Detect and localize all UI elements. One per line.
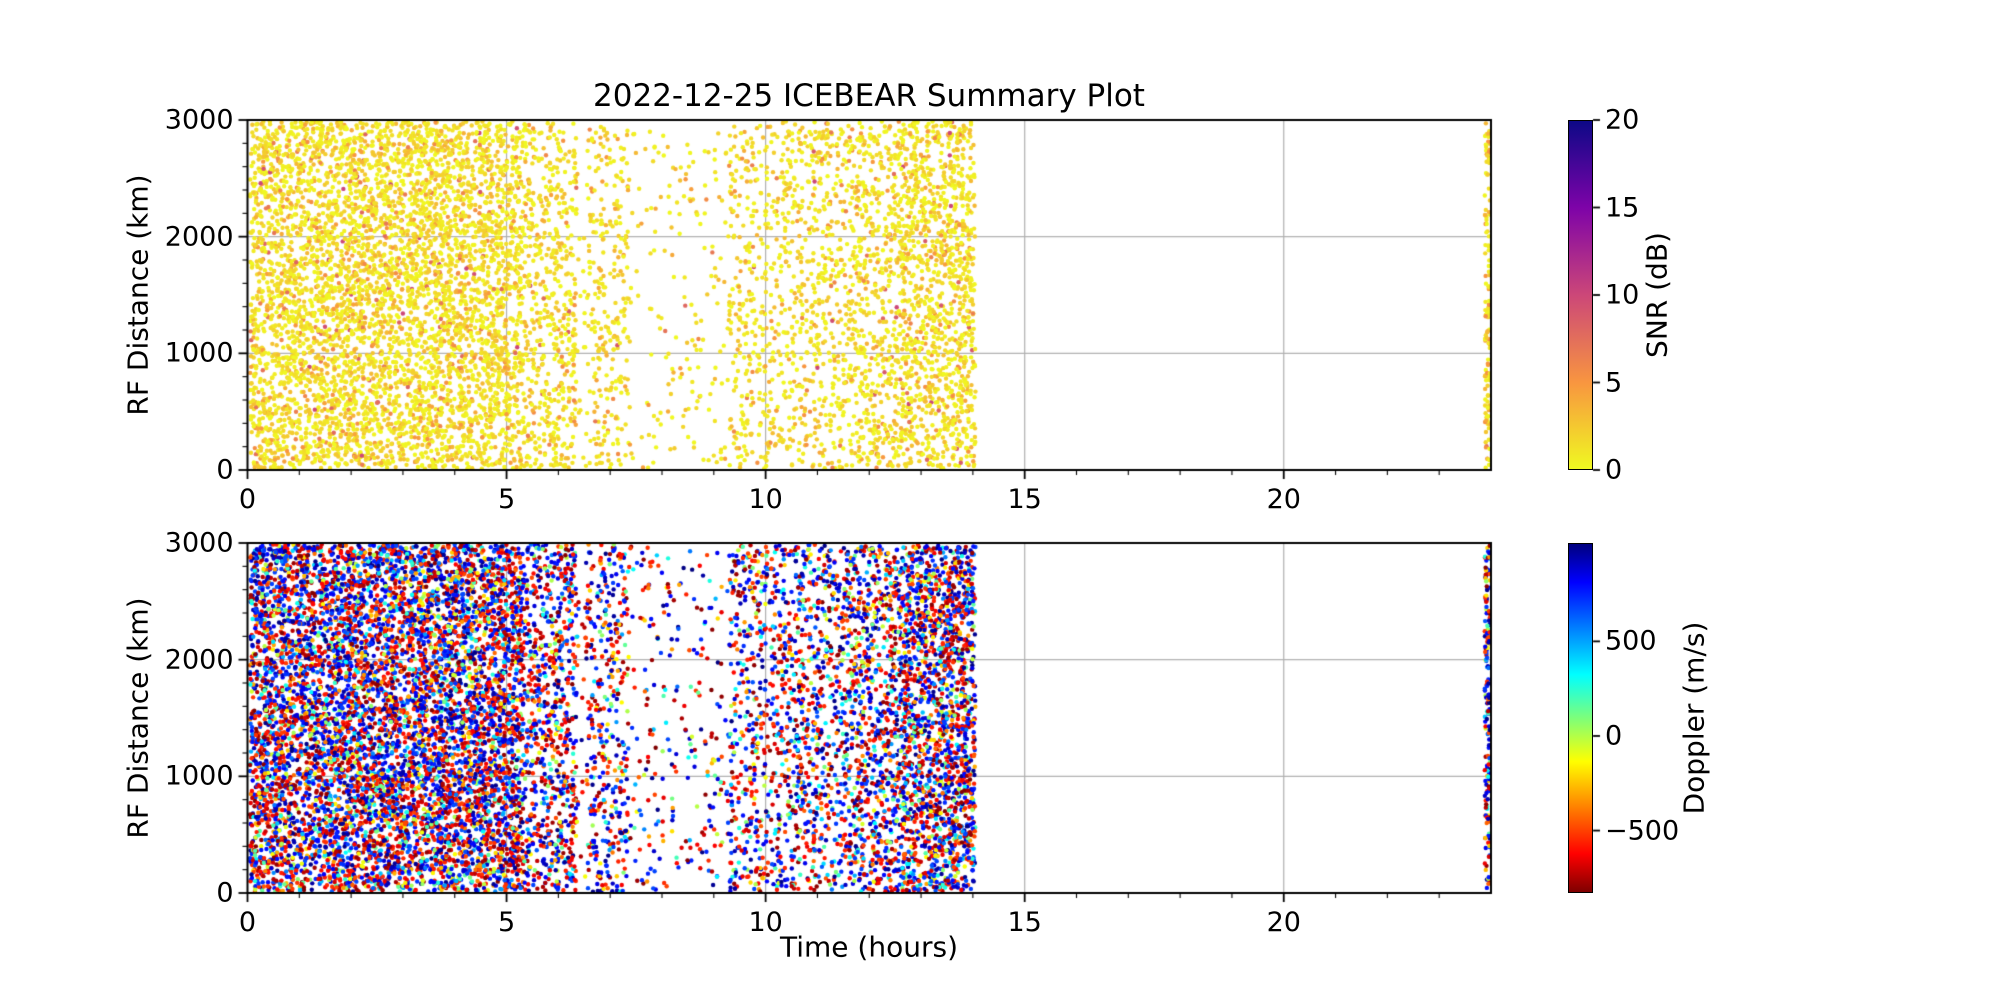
x-tick-label: 5 xyxy=(497,484,516,515)
x-tick-label: 15 xyxy=(1007,907,1042,938)
colorbar-tick-label: 0 xyxy=(1605,454,1623,486)
x-axis-label: Time (hours) xyxy=(780,930,958,964)
x-tick-label: 20 xyxy=(1266,907,1301,938)
colorbar-tick-label: −500 xyxy=(1605,815,1680,847)
x-tick-label: 0 xyxy=(238,484,257,515)
x-tick-label: 15 xyxy=(1007,484,1042,515)
snr-colorbar xyxy=(1568,120,1593,470)
x-tick-label: 5 xyxy=(497,907,516,938)
colorbar-tick-label: 500 xyxy=(1605,625,1657,657)
colorbar-tick-label: 0 xyxy=(1605,720,1623,752)
y-tick-label: 2000 xyxy=(164,644,234,676)
y-tick-label: 0 xyxy=(216,454,234,486)
y-tick-label: 1000 xyxy=(164,337,234,369)
y-axis-label-doppler-panel: RF Distance (km) xyxy=(121,597,155,839)
y-tick-label: 2000 xyxy=(164,221,234,253)
figure-title: 2022-12-25 ICEBEAR Summary Plot xyxy=(593,78,1145,114)
colorbar-tick-label: 15 xyxy=(1605,192,1640,223)
x-tick-label: 10 xyxy=(748,907,783,938)
x-tick-label: 0 xyxy=(238,907,257,938)
doppler-colorbar-label: Doppler (m/s) xyxy=(1677,621,1711,815)
doppler-colorbar xyxy=(1568,543,1593,893)
y-tick-label: 3000 xyxy=(164,104,234,136)
x-tick-label: 20 xyxy=(1266,484,1301,515)
y-axis-label-snr-panel: RF Distance (km) xyxy=(121,174,155,416)
y-tick-label: 3000 xyxy=(164,527,234,559)
y-tick-label: 0 xyxy=(216,877,234,909)
colorbar-tick-label: 5 xyxy=(1605,367,1623,398)
y-tick-label: 1000 xyxy=(164,760,234,792)
x-tick-label: 10 xyxy=(748,484,783,515)
snr-colorbar-label: SNR (dB) xyxy=(1640,232,1674,358)
colorbar-tick-label: 20 xyxy=(1605,104,1640,136)
colorbar-tick-label: 10 xyxy=(1605,279,1640,311)
